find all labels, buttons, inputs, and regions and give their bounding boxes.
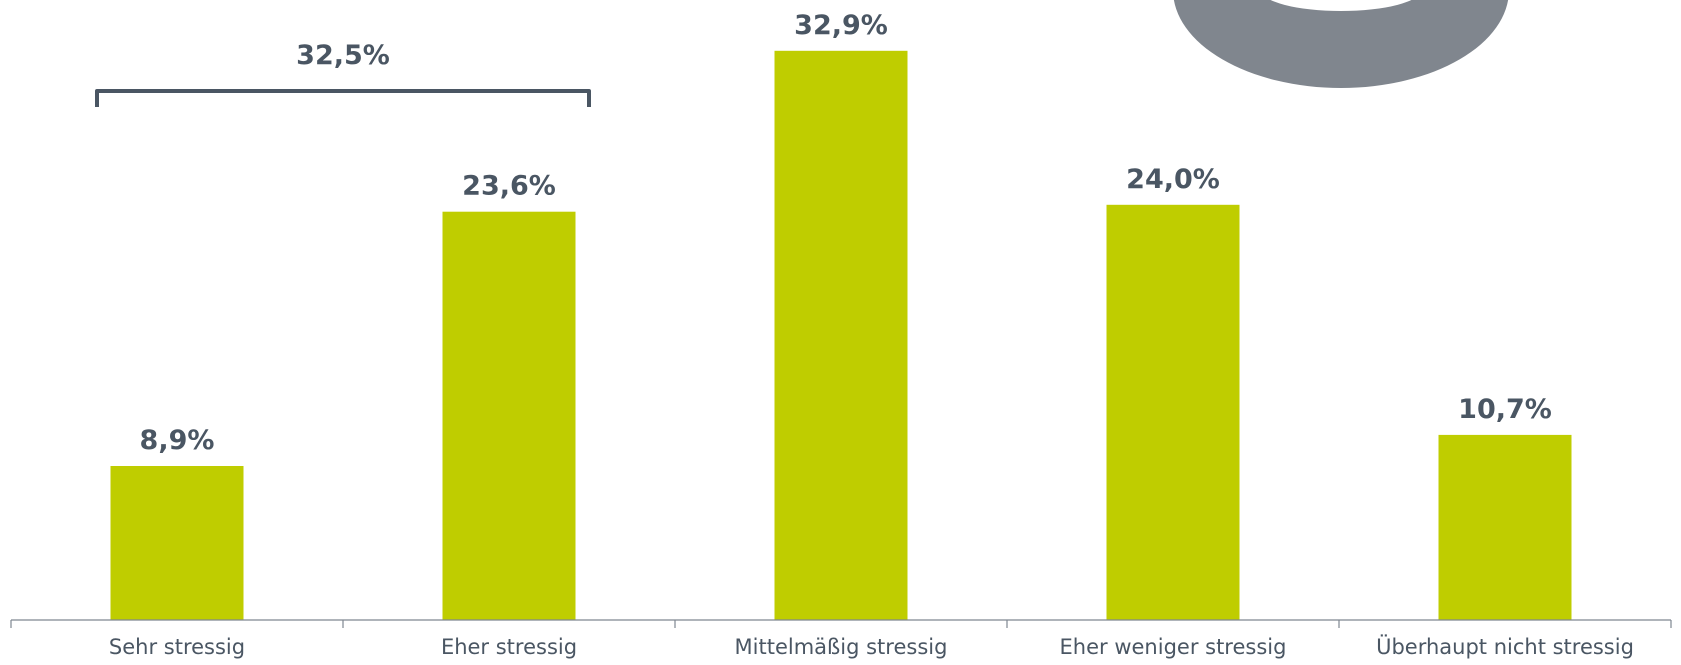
value-label-4: 24,0% [1126,164,1220,195]
bar-5 [1438,434,1572,620]
bracket-label: 32,5% [296,40,390,71]
category-label-1: Sehr stressig [109,635,245,659]
value-label-2: 23,6% [462,171,556,202]
summary-bracket [95,89,591,107]
bar-3 [774,50,908,621]
category-label-3: Mittelmäßig stressig [735,635,948,659]
bar-1 [110,466,244,620]
bar-4 [1106,204,1240,621]
value-label-3: 32,9% [794,10,888,41]
category-label-4: Eher weniger stressig [1060,635,1287,659]
value-label-1: 8,9% [140,425,215,456]
donut-fragment-decoration [1173,0,1509,88]
bracket-layer: 32,5% [95,40,591,107]
category-label-2: Eher stressig [441,635,577,659]
x-axis [10,619,1672,628]
bars-layer [110,50,1572,621]
labels-layer: 8,9% Sehr stressig 23,6% Eher stressig 32,9%… [109,10,1634,659]
bar-2 [442,211,576,620]
value-label-5: 10,7% [1458,394,1552,425]
decoration-layer [1173,0,1509,88]
category-label-5: Überhaupt nicht stressig [1376,634,1634,659]
